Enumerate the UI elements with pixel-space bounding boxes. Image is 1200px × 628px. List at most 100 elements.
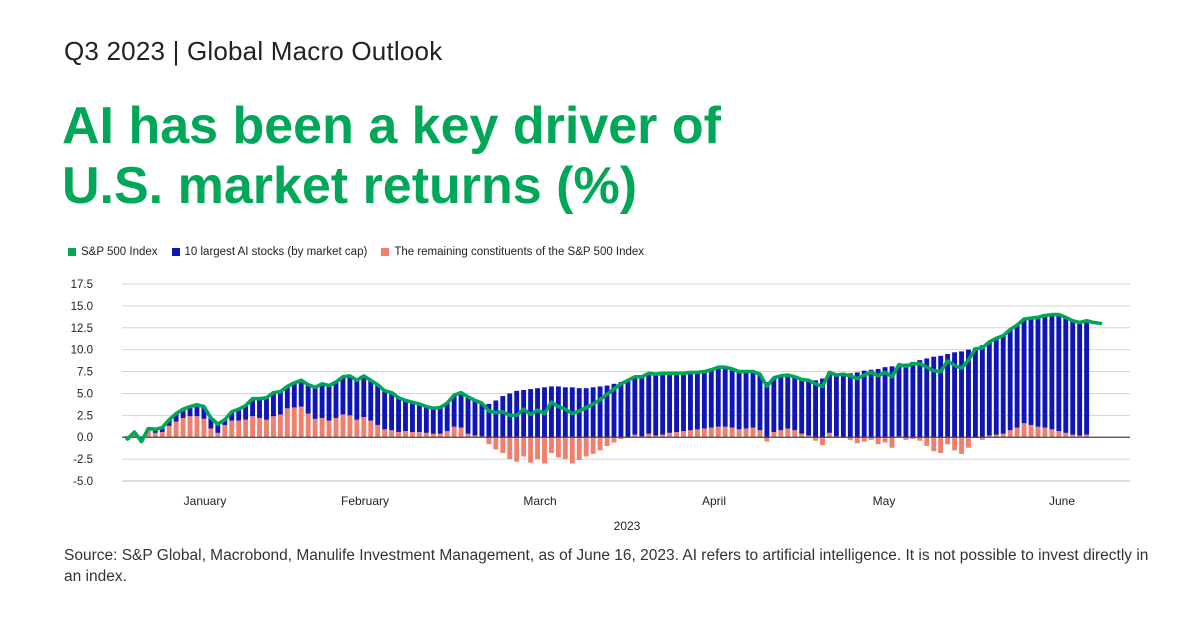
y-tick-label: 5.0	[77, 388, 93, 400]
bar-remaining-constituents	[423, 432, 429, 438]
bar-remaining-constituents	[778, 430, 784, 438]
bar-remaining-constituents	[576, 437, 582, 460]
bar-ai-stocks	[312, 387, 318, 419]
bar-ai-stocks	[472, 400, 478, 436]
bar-remaining-constituents	[542, 437, 547, 464]
bar-ai-stocks	[257, 398, 262, 418]
bar-ai-stocks	[924, 358, 930, 438]
bar-ai-stocks	[959, 351, 964, 438]
line-sp500-index	[125, 312, 1103, 444]
bar-remaining-constituents	[750, 427, 756, 438]
x-tick-label: June	[1049, 494, 1075, 508]
bar-ai-stocks	[792, 376, 798, 431]
bar-ai-stocks	[271, 392, 276, 417]
bar-ai-stocks	[896, 364, 902, 437]
y-tick-label: -5.0	[73, 476, 93, 488]
bar-remaining-constituents	[437, 433, 443, 438]
bar-ai-stocks	[750, 371, 756, 428]
bar-ai-stocks	[180, 409, 186, 418]
bar-remaining-constituents	[799, 433, 805, 438]
bar-ai-stocks	[1014, 325, 1020, 428]
bar-ai-stocks	[166, 419, 172, 426]
bar-remaining-constituents	[507, 437, 513, 460]
bar-ai-stocks	[681, 373, 686, 432]
bar-ai-stocks	[827, 372, 832, 433]
bar-remaining-constituents	[201, 418, 207, 438]
bar-remaining-constituents	[959, 437, 964, 454]
y-tick-label: 10.0	[71, 345, 93, 357]
bar-ai-stocks	[403, 400, 408, 432]
y-tick-label: 12.5	[71, 323, 93, 335]
bar-remaining-constituents	[333, 417, 339, 438]
bar-remaining-constituents	[771, 431, 777, 438]
bar-remaining-constituents	[938, 437, 944, 453]
bar-remaining-constituents	[500, 437, 506, 453]
bar-ai-stocks	[465, 396, 471, 434]
bar-remaining-constituents	[729, 427, 735, 438]
bar-remaining-constituents	[569, 437, 575, 464]
bar-ai-stocks	[667, 373, 673, 433]
bar-remaining-constituents	[583, 437, 589, 457]
legend-swatch-remaining	[381, 248, 390, 256]
bar-ai-stocks	[882, 367, 888, 438]
bar-ai-stocks	[910, 361, 916, 438]
legend-label-remaining: The remaining constituents of the S&P 50…	[394, 246, 645, 258]
bar-remaining-constituents	[208, 428, 214, 438]
bar-remaining-constituents	[291, 407, 297, 438]
bar-ai-stocks	[604, 385, 610, 438]
bar-remaining-constituents	[347, 415, 353, 438]
bar-remaining-constituents	[271, 416, 276, 438]
bar-ai-stocks	[1000, 335, 1006, 434]
bar-ai-stocks	[715, 367, 721, 427]
bar-ai-stocks	[618, 382, 624, 438]
bar-remaining-constituents	[361, 417, 367, 438]
bar-ai-stocks	[555, 386, 561, 438]
bar-remaining-constituents	[827, 432, 832, 438]
bars-layer	[125, 314, 1090, 464]
x-tick-label: February	[341, 494, 389, 508]
bar-ai-stocks	[1084, 320, 1090, 435]
bar-remaining-constituents	[792, 430, 798, 438]
bar-ai-stocks	[799, 379, 805, 434]
bar-remaining-constituents	[403, 431, 408, 438]
bar-ai-stocks	[326, 385, 332, 421]
bar-remaining-constituents	[389, 430, 395, 438]
y-tick-label: 2.5	[77, 410, 93, 422]
bar-ai-stocks	[535, 388, 540, 438]
bar-ai-stocks	[771, 377, 777, 432]
bar-remaining-constituents	[979, 437, 985, 440]
bar-remaining-constituents	[875, 437, 881, 445]
bar-ai-stocks	[264, 397, 269, 420]
bar-remaining-constituents	[312, 418, 318, 438]
bar-remaining-constituents	[660, 434, 666, 438]
bar-remaining-constituents	[145, 428, 151, 438]
bar-ai-stocks	[562, 387, 568, 438]
bar-remaining-constituents	[284, 408, 290, 438]
bar-remaining-constituents	[736, 429, 742, 438]
bar-remaining-constituents	[1077, 435, 1083, 438]
bar-ai-stocks	[757, 374, 763, 431]
bar-ai-stocks	[173, 413, 179, 422]
bar-remaining-constituents	[465, 433, 471, 438]
bar-remaining-constituents	[632, 434, 638, 438]
bar-ai-stocks	[903, 363, 909, 438]
bar-remaining-constituents	[986, 435, 992, 438]
bar-ai-stocks	[583, 388, 589, 438]
bar-remaining-constituents	[1007, 430, 1013, 438]
bar-remaining-constituents	[264, 419, 269, 438]
bar-ai-stocks	[931, 356, 937, 438]
bar-ai-stocks	[597, 386, 603, 438]
bar-ai-stocks	[785, 375, 791, 429]
bar-ai-stocks	[479, 403, 485, 437]
bar-remaining-constituents	[743, 428, 749, 438]
bar-remaining-constituents	[166, 425, 172, 438]
bar-ai-stocks	[743, 371, 749, 429]
bar-remaining-constituents	[410, 431, 415, 438]
bar-remaining-constituents	[416, 431, 422, 438]
legend-item-remaining: The remaining constituents of the S&P 50…	[381, 246, 644, 258]
bar-remaining-constituents	[618, 437, 624, 439]
bar-ai-stocks	[444, 403, 450, 432]
bar-ai-stocks	[952, 352, 957, 438]
bar-ai-stocks	[590, 387, 596, 438]
bar-ai-stocks	[966, 349, 971, 438]
